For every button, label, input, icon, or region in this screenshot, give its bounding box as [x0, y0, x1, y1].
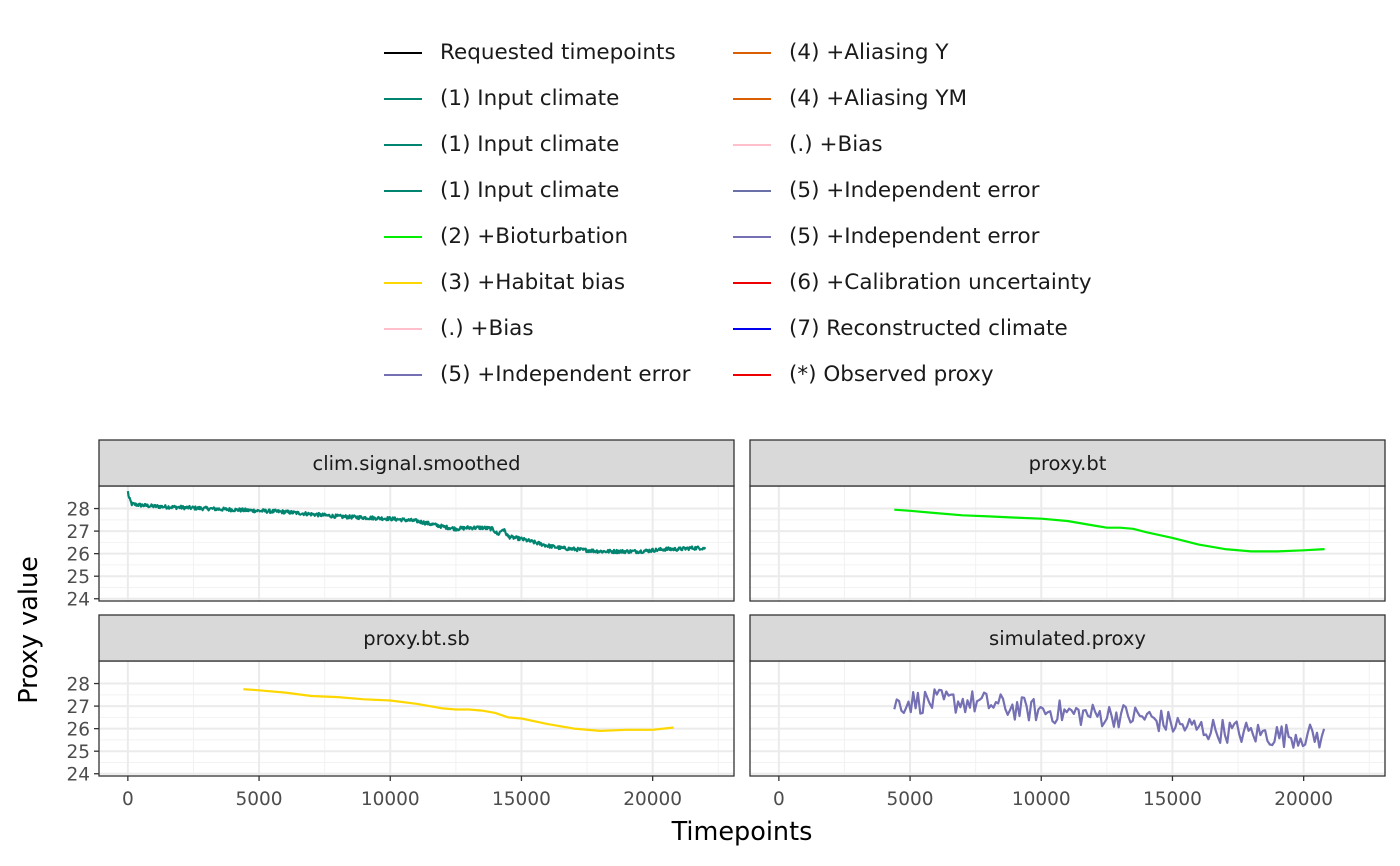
panel-background	[750, 486, 1385, 601]
legend-label: (2) +Bioturbation	[440, 224, 629, 249]
legend-label: (5) +Independent error	[440, 362, 691, 387]
y-tick-label: 28	[66, 500, 90, 521]
facet-strip	[749, 439, 1386, 487]
legend-key-line	[733, 328, 771, 330]
legend-key-line	[733, 190, 771, 192]
facet-strip-title: clim.signal.smoothed	[312, 452, 520, 475]
legend-label: Requested timepoints	[440, 40, 676, 65]
x-tick-label: 0	[773, 789, 785, 810]
y-tick-label: 25	[66, 742, 90, 763]
legend-label: (7) Reconstructed climate	[789, 316, 1068, 341]
y-tick-label: 25	[66, 567, 90, 588]
panel-background	[750, 661, 1385, 776]
legend-key-line	[384, 328, 422, 330]
y-tick-label: 26	[66, 720, 90, 741]
legend-key-line	[733, 282, 771, 284]
x-axis-title: Timepoints	[671, 817, 813, 847]
legend-label: (6) +Calibration uncertainty	[789, 270, 1092, 295]
legend-label: (3) +Habitat bias	[440, 270, 626, 295]
y-tick-label: 27	[66, 522, 90, 543]
facet-strip	[98, 614, 735, 662]
legend-key-line	[733, 98, 771, 100]
legend-label: (*) Observed proxy	[789, 362, 994, 387]
legend-key-line	[384, 374, 422, 376]
y-tick-label: 24	[66, 765, 90, 786]
panel-background	[99, 486, 734, 601]
y-tick-label: 26	[66, 545, 90, 566]
facet-strip-title: simulated.proxy	[989, 627, 1146, 650]
chart-legend: Requested timepoints (1) Input climate (1)…	[0, 0, 1400, 410]
facet-strip-title: proxy.bt.sb	[363, 627, 470, 650]
x-tick-label: 10000	[1012, 789, 1071, 810]
series-line	[243, 688, 674, 733]
legend-key-line	[384, 190, 422, 192]
legend-label: (5) +Independent error	[789, 224, 1040, 249]
x-tick-label: 0	[122, 789, 134, 810]
legend-key-line	[384, 52, 422, 54]
legend-label: (5) +Independent error	[789, 178, 1040, 203]
x-tick-label: 20000	[623, 789, 682, 810]
x-tick-label: 5000	[887, 789, 934, 810]
legend-label: (1) Input climate	[440, 86, 620, 111]
legend-key-line	[733, 52, 771, 54]
x-tick-label: 15000	[492, 789, 551, 810]
x-tick-label: 15000	[1143, 789, 1202, 810]
facet-strip	[749, 614, 1386, 662]
x-tick-label: 10000	[361, 789, 420, 810]
x-tick-label: 20000	[1274, 789, 1333, 810]
facet-strip-title: proxy.bt	[1029, 452, 1107, 475]
y-axis-title: Proxy value	[14, 556, 44, 704]
legend-key-line	[733, 374, 771, 376]
legend-key-line	[384, 144, 422, 146]
panel-background	[99, 661, 734, 776]
legend-key-line	[733, 236, 771, 238]
legend-key-line	[384, 282, 422, 284]
facet-strip	[98, 439, 735, 487]
legend-label: (4) +Aliasing YM	[789, 86, 968, 111]
legend-label: (1) Input climate	[440, 132, 620, 157]
series-line	[894, 508, 1325, 553]
series-line	[126, 490, 707, 555]
legend-label: (4) +Aliasing Y	[789, 40, 949, 65]
y-tick-label: 27	[66, 697, 90, 718]
legend-label: (1) Input climate	[440, 178, 620, 203]
y-tick-label: 24	[66, 590, 90, 611]
x-tick-label: 5000	[236, 789, 283, 810]
legend-key-line	[733, 144, 771, 146]
y-tick-label: 28	[66, 675, 90, 696]
legend-label: (.) +Bias	[440, 316, 534, 341]
legend-key-line	[384, 236, 422, 238]
series-line	[893, 688, 1326, 749]
legend-label: (.) +Bias	[789, 132, 883, 157]
legend-key-line	[384, 98, 422, 100]
